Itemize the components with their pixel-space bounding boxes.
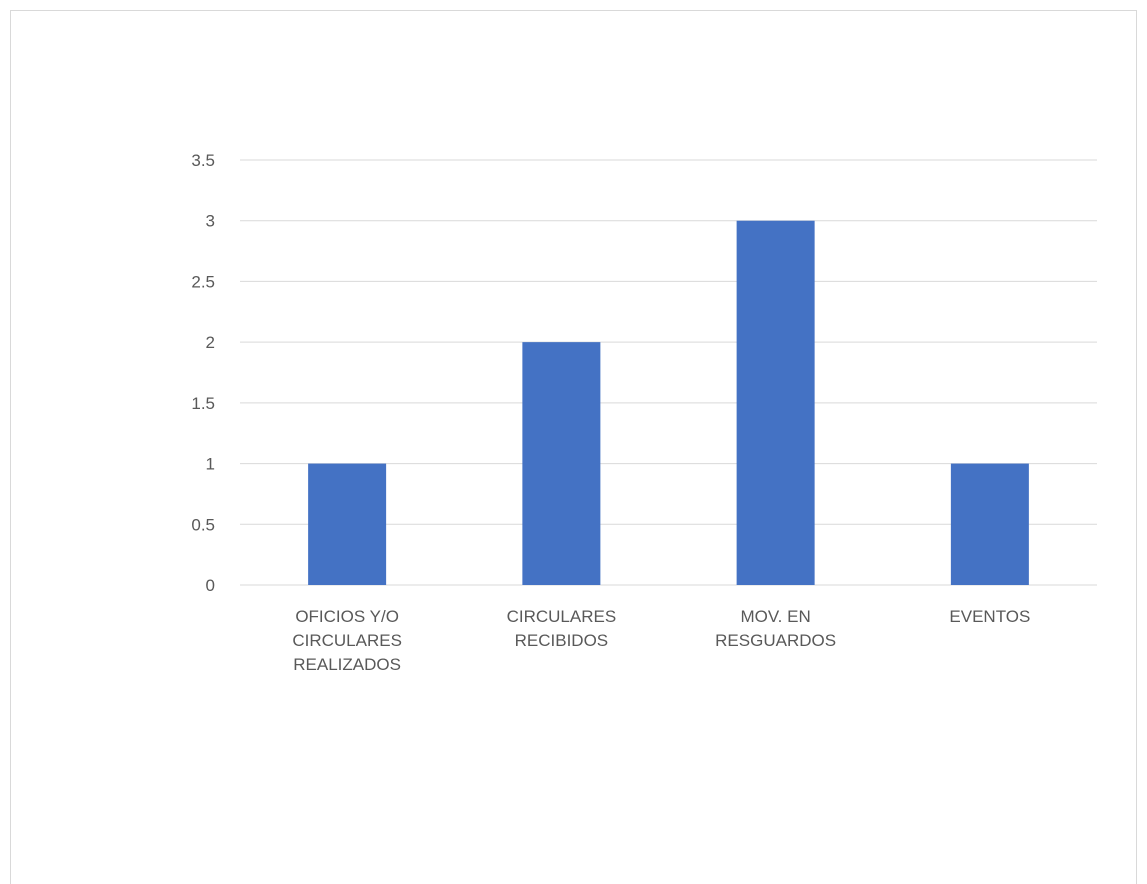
- y-tick-label: 3.5: [191, 151, 215, 170]
- bar: [950, 463, 1029, 585]
- x-category-label-line: OFICIOS Y/O: [295, 607, 399, 626]
- x-category-label: MOV. EN RESGUARDOS: [715, 607, 836, 650]
- x-category-label-line: EVENTOS: [949, 607, 1030, 626]
- y-tick-label: 0: [206, 576, 215, 595]
- x-category-label-line: RECIBIDOS: [515, 631, 609, 650]
- x-category-label-line: CIRCULARES: [292, 631, 402, 650]
- y-tick-label: 2.5: [191, 272, 215, 291]
- x-category-label: CIRCULARES RECIBIDOS: [507, 607, 617, 650]
- bar: [308, 463, 387, 585]
- x-category-label-line: RESGUARDOS: [715, 631, 836, 650]
- bar: [736, 220, 815, 585]
- y-tick-label: 2: [206, 333, 215, 352]
- y-tick-label: 0.5: [191, 515, 215, 534]
- x-category-label: OFICIOS Y/O CIRCULARES REALIZADOS: [292, 607, 402, 674]
- bars: [308, 220, 1029, 585]
- x-category-label: EVENTOS: [949, 607, 1030, 626]
- y-axis-tick-labels: 0 0.5 1 1.5 2 2.5 3 3.5: [191, 151, 215, 595]
- x-axis-category-labels: OFICIOS Y/O CIRCULARES REALIZADOS CIRCULARE…: [292, 607, 1030, 674]
- x-category-label-line: CIRCULARES: [507, 607, 617, 626]
- y-tick-label: 3: [206, 212, 215, 231]
- bar: [522, 342, 601, 585]
- y-tick-label: 1.5: [191, 394, 215, 413]
- y-tick-label: 1: [206, 455, 215, 474]
- x-category-label-line: REALIZADOS: [293, 655, 401, 674]
- x-category-label-line: MOV. EN: [741, 607, 811, 626]
